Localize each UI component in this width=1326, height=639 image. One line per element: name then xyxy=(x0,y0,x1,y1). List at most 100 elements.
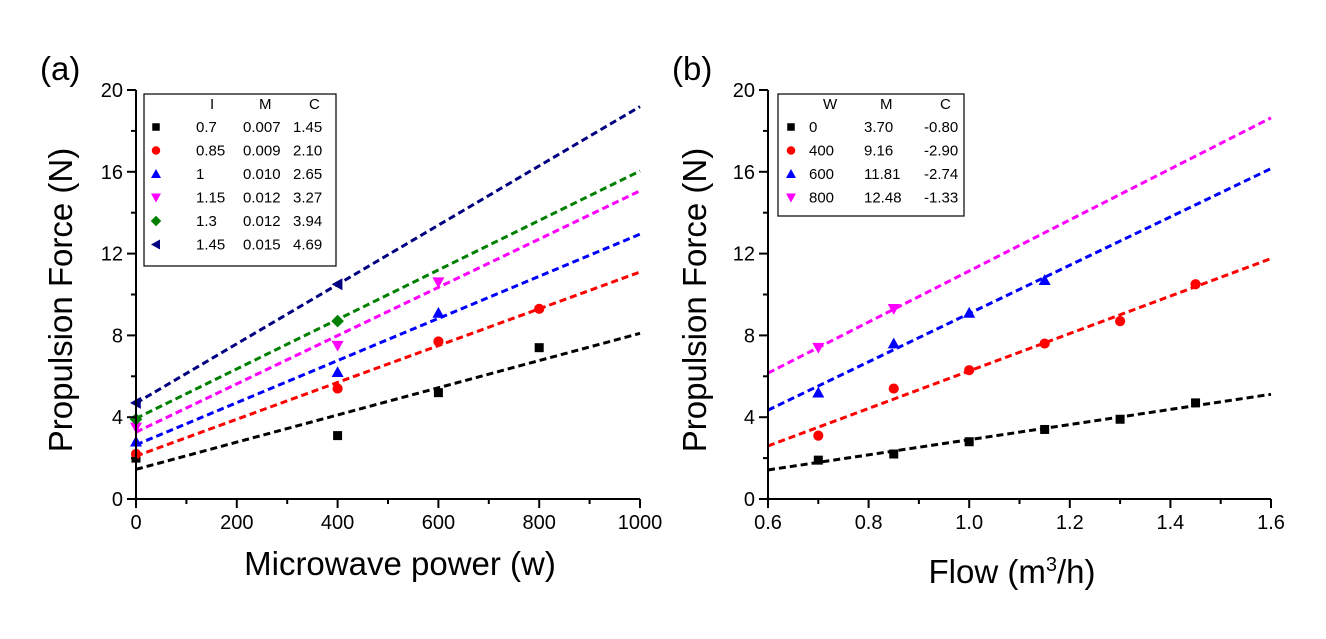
panel-b-fit-lines xyxy=(767,116,1272,472)
data-point xyxy=(331,314,344,328)
fit-line-1.45 xyxy=(135,105,641,405)
data-point xyxy=(433,388,443,398)
data-point xyxy=(332,383,343,394)
y-tick-label: 0 xyxy=(744,489,755,511)
panel-b: (b) Propulsion Force (N) Flow (m3/h) 0.6… xyxy=(672,50,1285,590)
data-point xyxy=(1040,424,1050,434)
data-point xyxy=(534,343,544,353)
data-point xyxy=(887,304,900,315)
legend-entry: 0.012 xyxy=(243,190,281,207)
legend-entry: 12.48 xyxy=(864,190,902,207)
panel-b-legend: W M C 0 3.70 -0.80 400 9.16 -2.90 600 11.81 -2.74 80… xyxy=(777,93,965,217)
legend-entry: 3.27 xyxy=(293,190,322,207)
fit-line-400 xyxy=(767,257,1272,448)
data-point xyxy=(534,303,545,314)
x-tick-label: 1.2 xyxy=(1056,512,1084,534)
x-tick-label: 1.6 xyxy=(1257,512,1285,534)
panel-a-legend: I M C 0.7 0.007 1.45 0.85 0.009 2.10 1 0.010 2.65 1.… xyxy=(143,93,337,267)
panel-b-markers xyxy=(812,274,1201,465)
legend-entry: 3.94 xyxy=(293,213,322,230)
panel-a-x-axis-title: Microwave power (w) xyxy=(244,545,556,582)
fit-line-800 xyxy=(767,116,1272,375)
y-tick-label: 8 xyxy=(744,325,755,347)
x-tick-label: 1000 xyxy=(618,512,663,534)
data-point xyxy=(1115,315,1126,327)
data-point xyxy=(433,336,444,347)
legend-header: C xyxy=(940,96,951,113)
data-point xyxy=(432,306,445,318)
data-point xyxy=(813,430,824,441)
y-tick-label: 8 xyxy=(112,325,123,347)
data-point xyxy=(888,383,899,394)
legend-entry: 600 xyxy=(809,166,834,183)
legend-header: C xyxy=(309,96,320,113)
data-point xyxy=(333,431,343,441)
panel-a-label: (a) xyxy=(40,50,80,87)
legend-entry: 2.65 xyxy=(293,166,322,183)
fit-line-0.7 xyxy=(135,331,641,471)
panel-a-fit-lines xyxy=(135,105,641,471)
y-tick-label: 12 xyxy=(733,244,755,266)
data-point xyxy=(331,340,344,352)
data-point xyxy=(1115,414,1125,424)
legend-box xyxy=(143,93,337,267)
x-tick-label: 0.6 xyxy=(754,512,782,534)
y-tick-label: 4 xyxy=(112,407,123,429)
legend-marker xyxy=(786,193,796,203)
legend-entry: 0.009 xyxy=(243,143,281,160)
fit-line-0 xyxy=(767,392,1272,472)
fit-line-0.85 xyxy=(135,270,641,458)
legend-entry: 0.010 xyxy=(243,166,281,183)
data-point xyxy=(1039,338,1050,349)
panel-b-y-axis-title: Propulsion Force (N) xyxy=(676,148,713,452)
data-point xyxy=(331,278,343,291)
panel-b-x-axis-title: Flow (m3/h) xyxy=(929,553,1096,590)
panel-a-y-axis-title: Propulsion Force (N) xyxy=(42,148,79,452)
legend-marker xyxy=(787,123,795,131)
y-tick-label: 16 xyxy=(733,162,755,184)
x-tick-label: 1.4 xyxy=(1156,512,1184,534)
legend-entry: 1.3 xyxy=(196,213,217,230)
fit-line-1.3 xyxy=(135,169,641,420)
data-point xyxy=(963,306,976,318)
legend-entry: -2.90 xyxy=(924,143,958,160)
x-tick-label: 400 xyxy=(321,512,354,534)
data-point xyxy=(1191,398,1201,408)
panel-a: (a) Propulsion Force (N) Microwave power… xyxy=(40,50,662,582)
legend-entry: 0.015 xyxy=(243,237,281,254)
panel-b-label: (b) xyxy=(672,50,712,87)
legend-marker xyxy=(151,239,160,250)
legend-entry: 1.45 xyxy=(196,237,225,254)
data-point xyxy=(812,342,825,354)
legend-entry: 11.81 xyxy=(864,166,900,183)
legend-entry: 0.012 xyxy=(243,213,281,230)
data-point xyxy=(812,386,825,398)
legend-entry: 800 xyxy=(809,190,834,207)
y-tick-label: 20 xyxy=(733,80,755,102)
panel-a-axes: 0 200 400 600 800 1000 0 4 8 12 16 20 xyxy=(101,80,663,534)
legend-entry: 1 xyxy=(196,166,204,183)
y-tick-label: 16 xyxy=(101,162,123,184)
legend-header: I xyxy=(210,96,214,113)
legend-entry: -0.80 xyxy=(924,119,958,136)
legend-marker xyxy=(151,193,161,203)
data-point xyxy=(964,365,975,376)
legend-entry: 0.7 xyxy=(196,119,217,136)
data-point xyxy=(1038,274,1051,285)
legend-marker xyxy=(786,146,796,155)
panel-b-axes: 0.6 0.8 1.0 1.2 1.4 1.6 0 4 8 12 16 20 xyxy=(733,80,1285,534)
y-tick-label: 20 xyxy=(101,80,123,102)
data-point xyxy=(1190,279,1201,290)
x-tick-label: 0.8 xyxy=(855,512,883,534)
legend-entry: 3.70 xyxy=(864,119,893,136)
x-tick-label: 200 xyxy=(220,512,253,534)
x-tick-label: 0 xyxy=(130,512,141,534)
fit-line-1.15 xyxy=(135,189,641,434)
legend-entry: -1.33 xyxy=(924,190,958,207)
legend-entry: 1.45 xyxy=(293,119,322,136)
fit-line-600 xyxy=(767,167,1272,412)
fit-line-1 xyxy=(135,232,641,447)
legend-entry: 0 xyxy=(809,119,817,136)
legend-entry: 9.16 xyxy=(864,143,893,160)
data-point xyxy=(432,277,445,289)
